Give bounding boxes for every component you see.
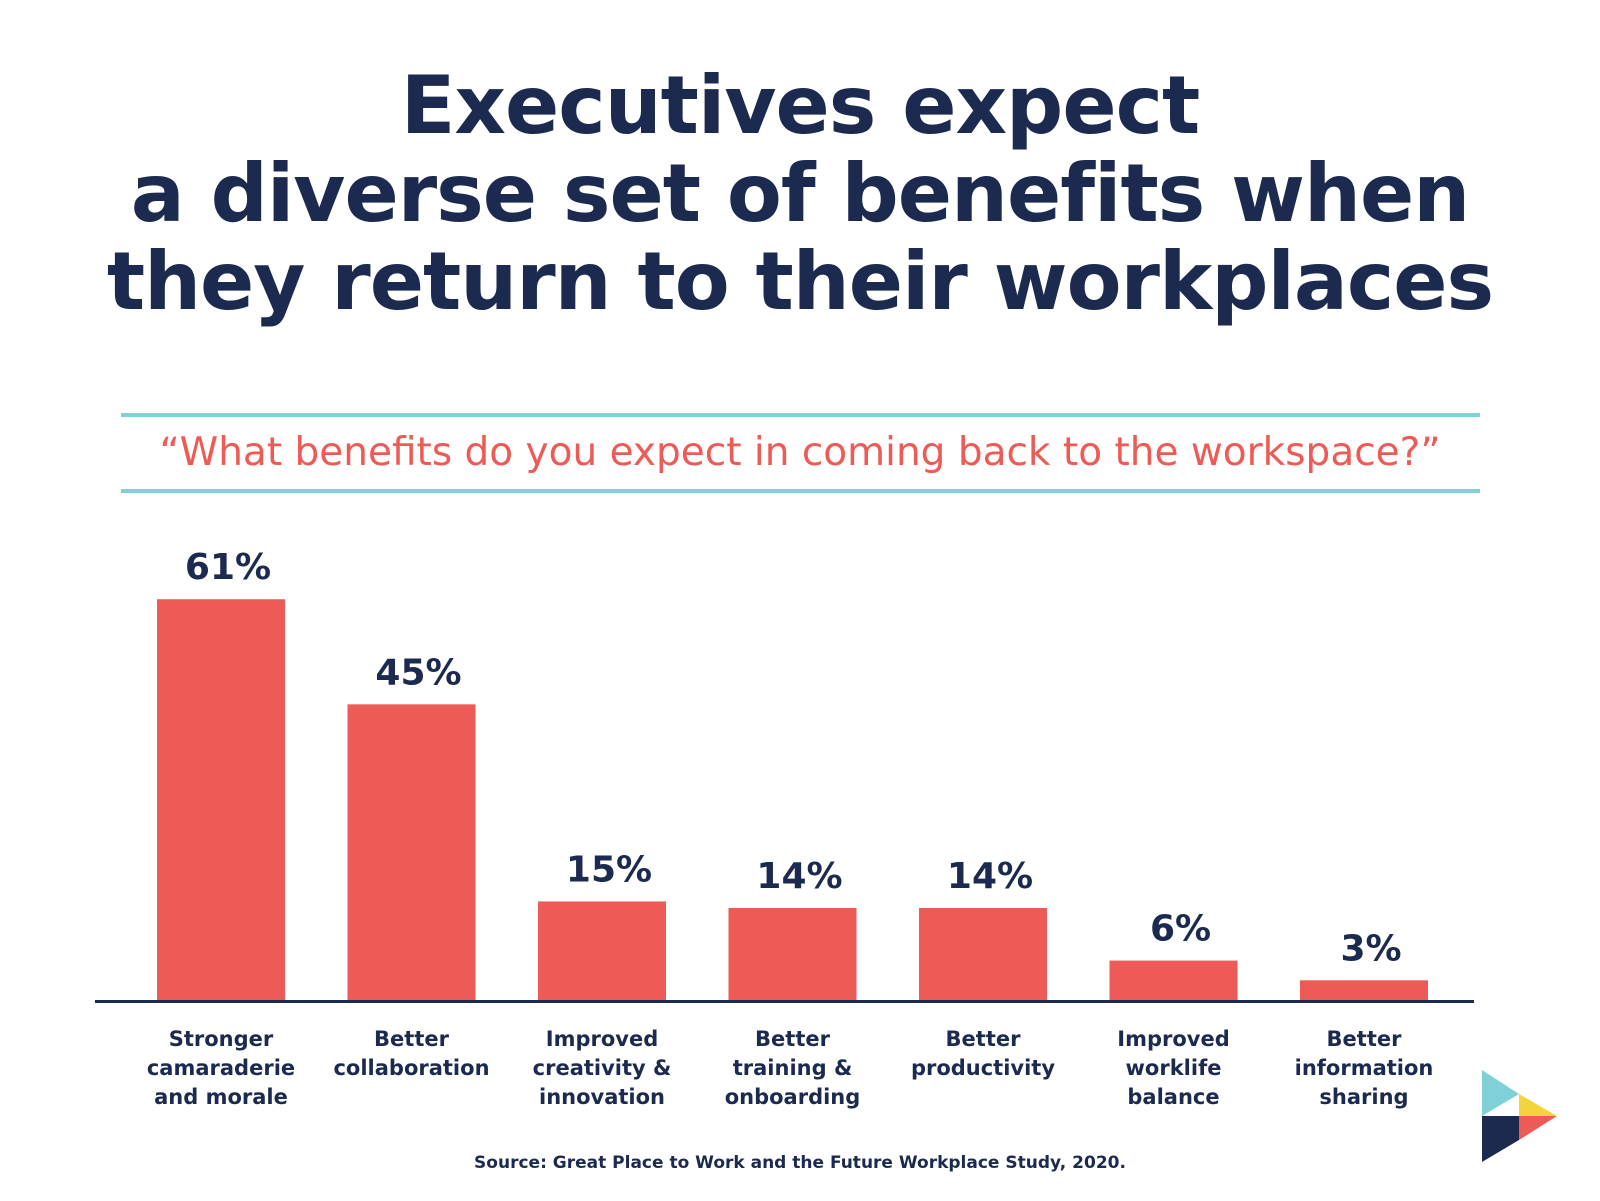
bar-6 <box>1300 980 1428 1000</box>
category-label-6-line-1: information <box>1295 1056 1434 1080</box>
value-label-4: 14% <box>947 856 1033 897</box>
category-label-6-line-0: Better <box>1327 1027 1403 1051</box>
value-label-0: 61% <box>185 547 271 588</box>
chart-title: Executives expect a diverse set of benef… <box>0 62 1600 326</box>
bar-1 <box>347 704 476 1000</box>
bar-3 <box>728 908 857 1000</box>
bar-4 <box>919 908 1047 1000</box>
category-label-4-line-1: productivity <box>911 1056 1055 1080</box>
category-label-3-line-1: training & <box>733 1056 853 1080</box>
category-label-2-line-1: creativity & <box>533 1056 672 1080</box>
title-line-1: Executives expect <box>400 59 1200 152</box>
category-label-5-line-0: Improved <box>1117 1027 1229 1051</box>
bar-5 <box>1109 960 1238 1000</box>
title-line-2: a diverse set of benefits when <box>130 147 1470 240</box>
category-label-0-line-1: camaraderie <box>147 1056 295 1080</box>
divider-bottom <box>121 489 1480 493</box>
category-label-5-line-2: balance <box>1127 1085 1219 1109</box>
category-label-4-line-0: Better <box>946 1027 1022 1051</box>
bar-0 <box>157 599 285 1000</box>
category-label-6-line-2: sharing <box>1319 1085 1408 1109</box>
category-label-5-line-1: worklife <box>1126 1056 1222 1080</box>
value-label-1: 45% <box>375 652 461 693</box>
category-label-2-line-2: innovation <box>539 1085 665 1109</box>
source-note: Source: Great Place to Work and the Futu… <box>474 1153 1126 1173</box>
title-line-3: they return to their workplaces <box>106 235 1494 328</box>
value-label-3: 14% <box>756 856 842 897</box>
category-label-2-line-0: Improved <box>546 1027 658 1051</box>
category-label-3-line-2: onboarding <box>725 1085 861 1109</box>
bar-2 <box>538 901 666 1000</box>
category-label-1-line-1: collaboration <box>333 1056 489 1080</box>
value-label-2: 15% <box>566 849 652 890</box>
category-label-3-line-0: Better <box>755 1027 831 1051</box>
divider-top <box>121 413 1480 417</box>
brand-logo-icon <box>1482 1070 1557 1162</box>
category-label-0-line-0: Stronger <box>169 1027 274 1051</box>
category-label-1-line-0: Better <box>374 1027 450 1051</box>
category-label-0-line-2: and morale <box>154 1085 288 1109</box>
survey-question: “What benefits do you expect in coming b… <box>159 430 1441 475</box>
value-label-5: 6% <box>1150 909 1211 950</box>
value-label-6: 3% <box>1340 928 1401 969</box>
